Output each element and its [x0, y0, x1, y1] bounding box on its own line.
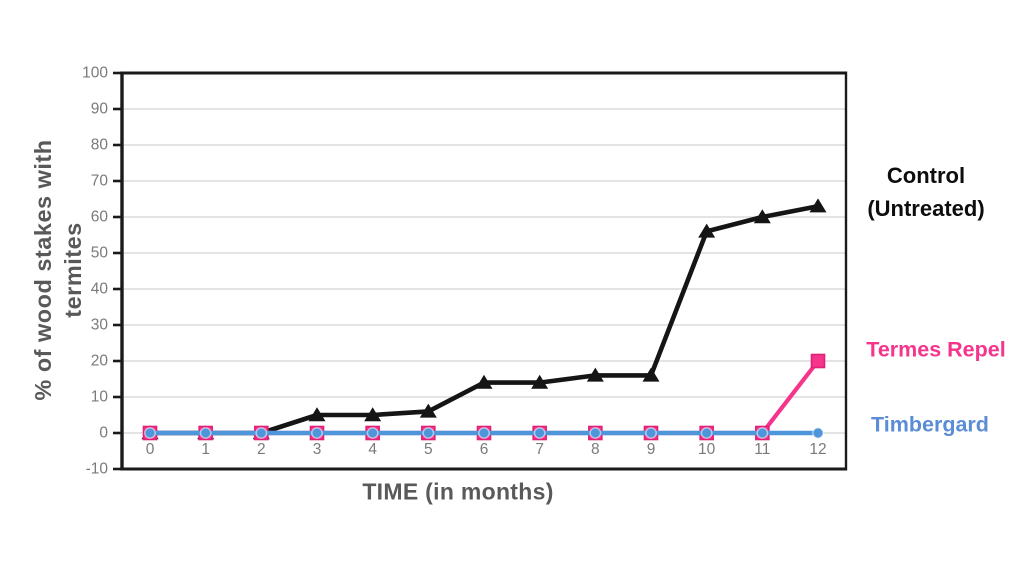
y-tick-label: 70 [91, 173, 109, 190]
y-tick-label: 90 [91, 101, 109, 118]
x-tick-label: 6 [480, 441, 489, 458]
x-tick-label: 1 [201, 441, 210, 458]
x-tick-label: 12 [809, 441, 826, 458]
x-tick-label: 11 [754, 441, 770, 458]
x-tick-label: 7 [535, 441, 544, 458]
y-tick-label: 40 [91, 281, 109, 298]
marker-timbergard [756, 427, 769, 439]
x-tick-label: 2 [257, 441, 266, 458]
series-line-control [147, 203, 821, 436]
marker-control [531, 374, 549, 389]
legend-timbergard: Timbergard [871, 412, 989, 437]
marker-timbergard [311, 427, 323, 439]
marker-control [364, 407, 382, 422]
marker-control [698, 223, 716, 238]
y-tick-label: 30 [91, 317, 109, 334]
marker-control [586, 367, 604, 382]
marker-timbergard [422, 427, 435, 439]
x-tick-label: 4 [368, 441, 377, 458]
marker-control [475, 374, 493, 389]
y-axis-title-line2: termites [60, 222, 86, 318]
x-tick-label: 3 [313, 441, 322, 458]
legend-control-untreated: Control (Untreated) [867, 159, 984, 225]
x-axis-title: TIME (in months) [362, 478, 554, 505]
y-tick-label: 20 [91, 353, 109, 370]
marker-timbergard [645, 427, 657, 439]
y-tick-label: 80 [91, 137, 109, 154]
x-tick-label: 10 [698, 441, 716, 458]
legend-control-line1: Control [886, 163, 966, 188]
marker-timbergard [589, 427, 602, 439]
y-tick-label: 50 [91, 245, 109, 262]
marker-timbergard [144, 427, 156, 439]
marker-control [419, 403, 437, 418]
y-axis-title: % of wood stakes with termites [28, 139, 88, 400]
y-tick-label: 10 [91, 389, 109, 406]
marker-timbergard [366, 427, 379, 439]
marker-timbergard [700, 427, 713, 439]
y-tick-label: 60 [91, 209, 109, 226]
marker-timbergard [533, 427, 546, 439]
y-axis-title-line1: % of wood stakes with [29, 139, 56, 401]
marker-control [753, 209, 771, 224]
marker-control [308, 407, 326, 422]
y-tick-label: -10 [86, 461, 109, 478]
x-tick-label: 0 [146, 441, 155, 458]
marker-timbergard [255, 427, 268, 439]
marker-termes-repel [810, 353, 826, 369]
y-tick-label: 0 [99, 425, 108, 442]
marker-timbergard [812, 427, 824, 439]
marker-timbergard [199, 427, 212, 439]
legend-control-line2: (Untreated) [867, 196, 985, 221]
x-tick-label: 8 [591, 441, 600, 458]
marker-control [642, 367, 660, 382]
x-tick-label: 5 [424, 441, 433, 458]
y-tick-label: 100 [82, 65, 108, 82]
marker-control [809, 198, 827, 213]
marker-timbergard [478, 427, 490, 439]
legend-termes-repel: Termes Repel [866, 337, 1006, 362]
x-tick-label: 9 [647, 441, 656, 458]
